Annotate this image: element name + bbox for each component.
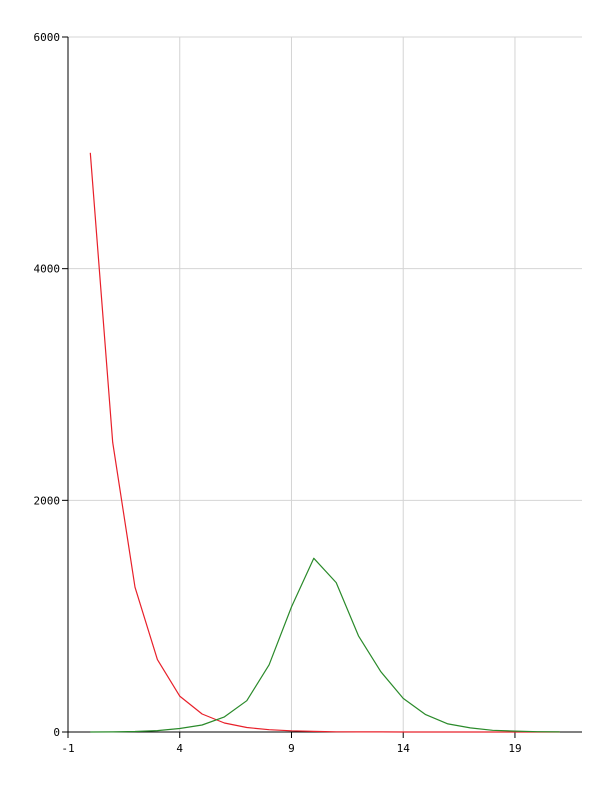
axes — [62, 36, 582, 738]
x-tick-label: 4 — [176, 742, 183, 755]
tick-labels: 0 2000 4000 6000 -1 4 9 14 19 — [34, 31, 522, 755]
x-tick-label: 14 — [397, 742, 411, 755]
series-line-2 — [90, 557, 560, 733]
series-line-1 — [89, 152, 560, 733]
x-tick-label: 9 — [288, 742, 295, 755]
y-tick-label: 2000 — [34, 494, 61, 507]
x-tick-label: -1 — [61, 742, 74, 755]
y-tick-label: 4000 — [34, 263, 61, 276]
x-tick-label: 19 — [508, 742, 521, 755]
grid-lines — [68, 36, 582, 732]
series-lines — [89, 152, 560, 733]
y-tick-label: 0 — [53, 726, 60, 739]
y-tick-label: 6000 — [34, 31, 61, 44]
